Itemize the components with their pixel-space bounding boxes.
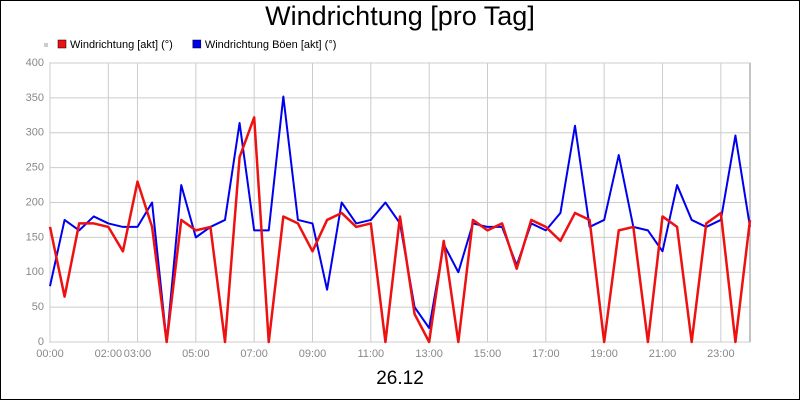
x-tick-label: 05:00 [182,348,210,360]
x-tick-label: 02:00 [95,348,123,360]
chart-title: Windrichtung [pro Tag] [265,1,535,31]
x-tick-label: 21:00 [649,348,677,360]
y-tick-label: 150 [26,231,44,243]
x-tick-label: 23:00 [707,348,735,360]
x-tick-label: 09:00 [299,348,327,360]
y-tick-label: 350 [26,92,44,104]
x-tick-label: 13:00 [415,348,443,360]
x-tick-label: 11:00 [357,348,384,360]
x-tick-label: 19:00 [590,348,618,360]
legend-label: Windrichtung [akt] (°) [70,39,173,51]
y-tick-label: 0 [38,336,44,348]
y-tick-label: 400 [26,57,44,69]
y-tick-label: 250 [26,162,44,174]
y-tick-label: 100 [26,266,44,278]
x-tick-label: 00:00 [36,348,64,360]
x-tick-label: 15:00 [474,348,502,360]
y-tick-label: 200 [26,196,44,208]
x-tick-label: 17:00 [532,348,560,360]
legend-swatch [57,39,67,49]
x-axis-label: 26.12 [376,368,424,389]
x-tick-label: 03:00 [124,348,152,360]
legend-swatch [192,39,202,49]
series-line [48,116,752,344]
y-tick-label: 300 [26,127,44,139]
y-tick-label: 50 [32,301,44,313]
x-tick-label: 07:00 [240,348,268,360]
legend-dot [44,43,48,47]
legend-label: Windrichtung Böen [akt] (°) [205,39,337,51]
